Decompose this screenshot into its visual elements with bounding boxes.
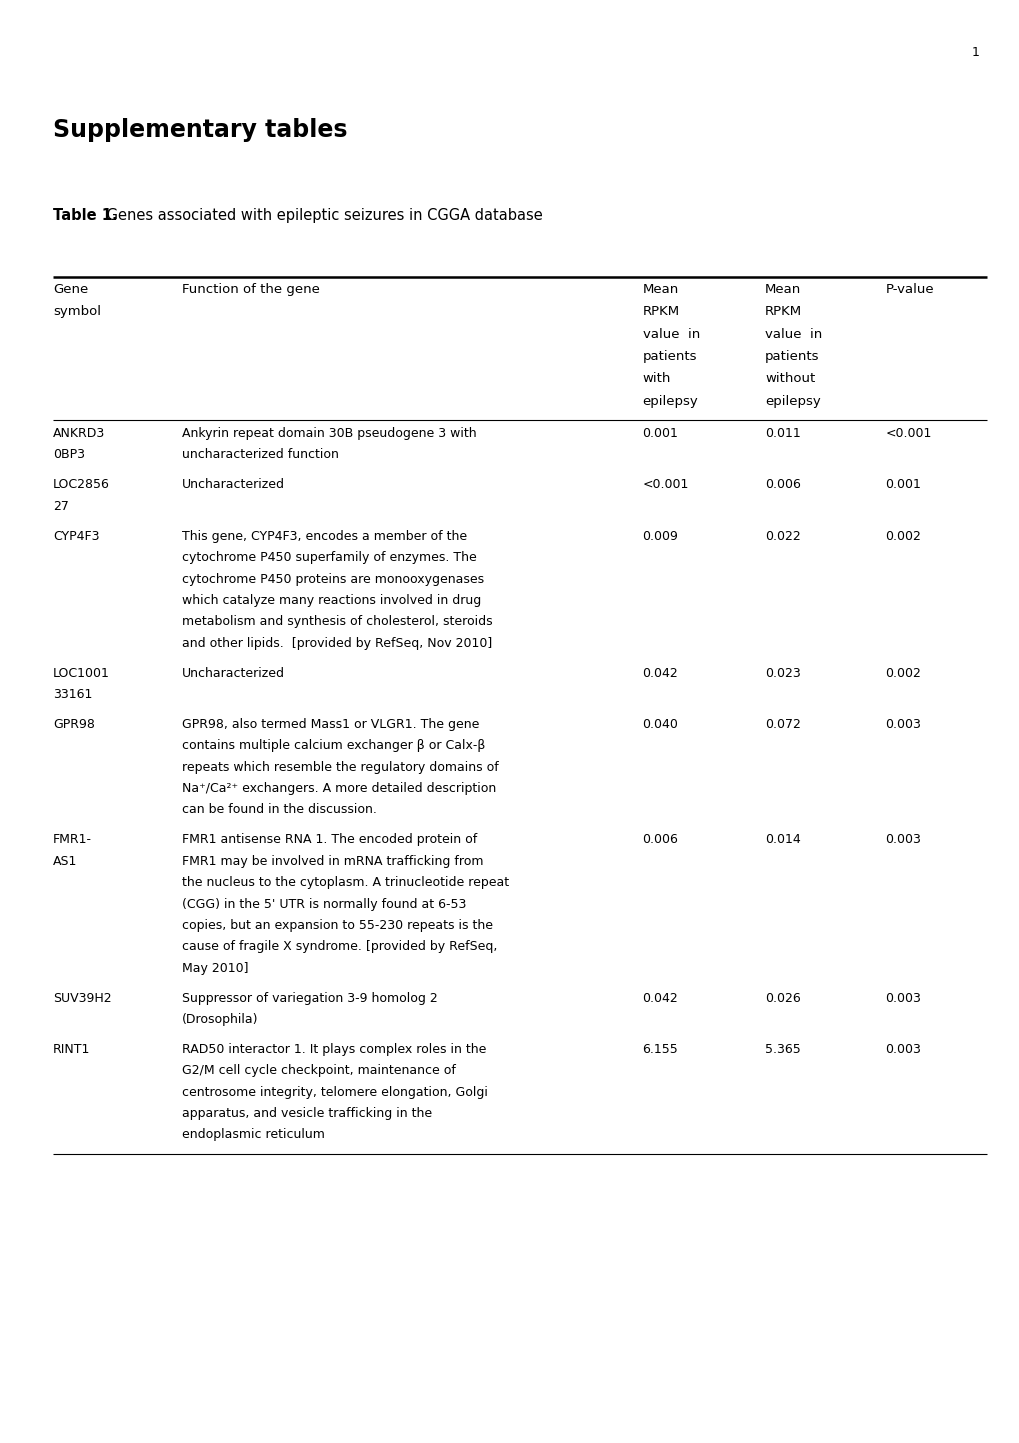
Text: 0.072: 0.072	[764, 719, 800, 732]
Text: AS1: AS1	[53, 854, 77, 867]
Text: (CGG) in the 5' UTR is normally found at 6-53: (CGG) in the 5' UTR is normally found at…	[181, 898, 466, 911]
Text: SUV39H2: SUV39H2	[53, 991, 111, 1004]
Text: 0.040: 0.040	[642, 719, 678, 732]
Text: 0.003: 0.003	[884, 1043, 920, 1056]
Text: Supplementary tables: Supplementary tables	[53, 118, 347, 143]
Text: 0.042: 0.042	[642, 991, 678, 1004]
Text: Mean: Mean	[764, 283, 801, 296]
Text: <0.001: <0.001	[642, 479, 688, 492]
Text: with: with	[642, 372, 671, 385]
Text: Mean: Mean	[642, 283, 679, 296]
Text: (Drosophila): (Drosophila)	[181, 1013, 258, 1026]
Text: which catalyze many reactions involved in drug: which catalyze many reactions involved i…	[181, 595, 480, 608]
Text: RPKM: RPKM	[764, 304, 801, 319]
Text: Na⁺/Ca²⁺ exchangers. A more detailed description: Na⁺/Ca²⁺ exchangers. A more detailed des…	[181, 782, 495, 795]
Text: Genes associated with epileptic seizures in CGGA database: Genes associated with epileptic seizures…	[102, 208, 542, 222]
Text: 0.003: 0.003	[884, 991, 920, 1004]
Text: without: without	[764, 372, 814, 385]
Text: 0.003: 0.003	[884, 719, 920, 732]
Text: 5.365: 5.365	[764, 1043, 800, 1056]
Text: Ankyrin repeat domain 30B pseudogene 3 with: Ankyrin repeat domain 30B pseudogene 3 w…	[181, 427, 476, 440]
Text: Gene: Gene	[53, 283, 89, 296]
Text: RINT1: RINT1	[53, 1043, 91, 1056]
Text: FMR1-: FMR1-	[53, 834, 92, 847]
Text: 27: 27	[53, 499, 69, 512]
Text: <0.001: <0.001	[884, 427, 930, 440]
Text: RAD50 interactor 1. It plays complex roles in the: RAD50 interactor 1. It plays complex rol…	[181, 1043, 485, 1056]
Text: cytochrome P450 proteins are monooxygenases: cytochrome P450 proteins are monooxygena…	[181, 573, 483, 586]
Text: value  in: value in	[764, 328, 821, 341]
Text: 0.042: 0.042	[642, 667, 678, 680]
Text: G2/M cell cycle checkpoint, maintenance of: G2/M cell cycle checkpoint, maintenance …	[181, 1065, 455, 1078]
Text: 0.001: 0.001	[884, 479, 920, 492]
Text: the nucleus to the cytoplasm. A trinucleotide repeat: the nucleus to the cytoplasm. A trinucle…	[181, 876, 508, 889]
Text: RPKM: RPKM	[642, 304, 679, 319]
Text: endoplasmic reticulum: endoplasmic reticulum	[181, 1128, 324, 1141]
Text: Function of the gene: Function of the gene	[181, 283, 319, 296]
Text: and other lipids.  [provided by RefSeq, Nov 2010]: and other lipids. [provided by RefSeq, N…	[181, 636, 491, 649]
Text: May 2010]: May 2010]	[181, 961, 248, 974]
Text: patients: patients	[642, 351, 696, 364]
Text: 0.011: 0.011	[764, 427, 800, 440]
Text: apparatus, and vesicle trafficking in the: apparatus, and vesicle trafficking in th…	[181, 1107, 431, 1120]
Text: 0.006: 0.006	[764, 479, 800, 492]
Text: 0.006: 0.006	[642, 834, 678, 847]
Text: 0.026: 0.026	[764, 991, 800, 1004]
Text: 0BP3: 0BP3	[53, 449, 85, 462]
Text: centrosome integrity, telomere elongation, Golgi: centrosome integrity, telomere elongatio…	[181, 1085, 487, 1098]
Text: FMR1 may be involved in mRNA trafficking from: FMR1 may be involved in mRNA trafficking…	[181, 854, 483, 867]
Text: Table 1.: Table 1.	[53, 208, 117, 222]
Text: 6.155: 6.155	[642, 1043, 678, 1056]
Text: ANKRD3: ANKRD3	[53, 427, 105, 440]
Text: patients: patients	[764, 351, 818, 364]
Text: CYP4F3: CYP4F3	[53, 530, 100, 543]
Text: Suppressor of variegation 3-9 homolog 2: Suppressor of variegation 3-9 homolog 2	[181, 991, 437, 1004]
Text: uncharacterized function: uncharacterized function	[181, 449, 338, 462]
Text: 0.002: 0.002	[884, 667, 920, 680]
Text: copies, but an expansion to 55-230 repeats is the: copies, but an expansion to 55-230 repea…	[181, 919, 492, 932]
Text: can be found in the discussion.: can be found in the discussion.	[181, 804, 376, 817]
Text: 0.022: 0.022	[764, 530, 800, 543]
Text: LOC2856: LOC2856	[53, 479, 110, 492]
Text: repeats which resemble the regulatory domains of: repeats which resemble the regulatory do…	[181, 760, 498, 773]
Text: 1: 1	[970, 46, 978, 59]
Text: GPR98: GPR98	[53, 719, 95, 732]
Text: contains multiple calcium exchanger β or Calx-β: contains multiple calcium exchanger β or…	[181, 739, 484, 752]
Text: This gene, CYP4F3, encodes a member of the: This gene, CYP4F3, encodes a member of t…	[181, 530, 467, 543]
Text: 0.014: 0.014	[764, 834, 800, 847]
Text: epilepsy: epilepsy	[642, 394, 698, 408]
Text: FMR1 antisense RNA 1. The encoded protein of: FMR1 antisense RNA 1. The encoded protei…	[181, 834, 476, 847]
Text: 0.009: 0.009	[642, 530, 678, 543]
Text: 33161: 33161	[53, 688, 93, 701]
Text: epilepsy: epilepsy	[764, 394, 820, 408]
Text: cause of fragile X syndrome. [provided by RefSeq,: cause of fragile X syndrome. [provided b…	[181, 941, 496, 954]
Text: 0.001: 0.001	[642, 427, 678, 440]
Text: GPR98, also termed Mass1 or VLGR1. The gene: GPR98, also termed Mass1 or VLGR1. The g…	[181, 719, 479, 732]
Text: metabolism and synthesis of cholesterol, steroids: metabolism and synthesis of cholesterol,…	[181, 615, 492, 628]
Text: symbol: symbol	[53, 304, 101, 319]
Text: Uncharacterized: Uncharacterized	[181, 479, 284, 492]
Text: Uncharacterized: Uncharacterized	[181, 667, 284, 680]
Text: value  in: value in	[642, 328, 699, 341]
Text: 0.023: 0.023	[764, 667, 800, 680]
Text: P-value: P-value	[884, 283, 933, 296]
Text: 0.002: 0.002	[884, 530, 920, 543]
Text: 0.003: 0.003	[884, 834, 920, 847]
Text: cytochrome P450 superfamily of enzymes. The: cytochrome P450 superfamily of enzymes. …	[181, 551, 476, 564]
Text: LOC1001: LOC1001	[53, 667, 110, 680]
